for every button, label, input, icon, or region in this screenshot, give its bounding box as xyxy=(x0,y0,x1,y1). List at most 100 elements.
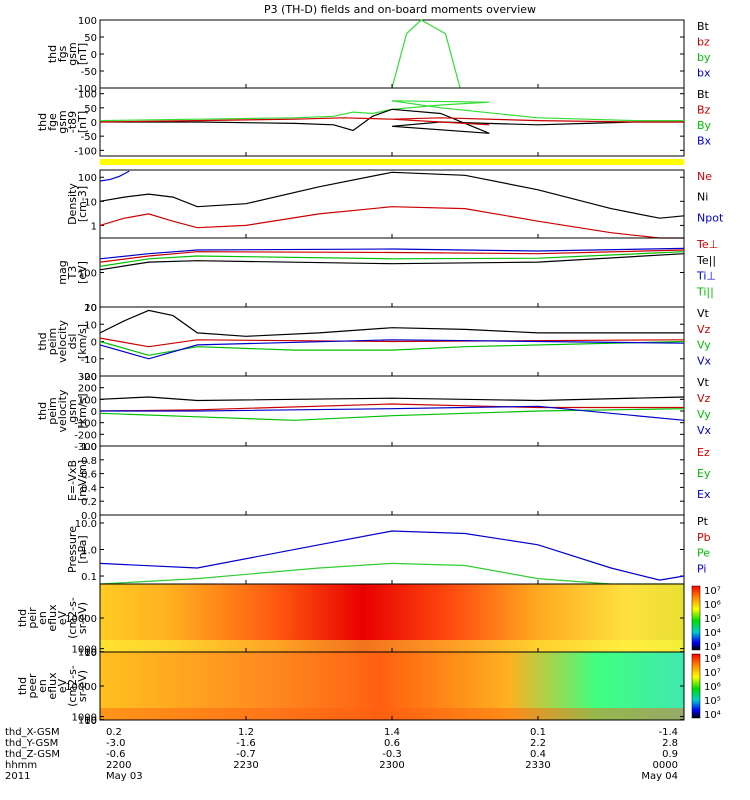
y-tick-label: 1000 xyxy=(72,645,97,656)
y-tick-label: 100 xyxy=(78,90,97,101)
y-tick-label: 0.8 xyxy=(81,456,97,467)
legend-pt: Pt xyxy=(697,515,709,528)
ephemeris-value: 2230 xyxy=(233,760,258,771)
y-axis-label: [km/s] xyxy=(76,324,89,359)
legend-ez: Ez xyxy=(697,446,710,459)
panel-5: 20100-10-20thdpeimvelocitydsl[km/s]VtVzV… xyxy=(36,303,712,383)
y-axis-label: eflux xyxy=(46,604,59,632)
legend-vz: Vz xyxy=(697,392,711,405)
y-tick-label: 100 xyxy=(78,716,97,727)
y-axis-label: gsm xyxy=(66,42,79,65)
ephemeris-value: 0000 xyxy=(653,760,678,771)
spectrogram-1 xyxy=(100,584,684,652)
y-tick-label: 0 xyxy=(91,407,97,418)
date-end: May 04 xyxy=(641,771,678,782)
colorbar-tick: 10⁷ xyxy=(704,668,721,679)
y-tick-label: 50 xyxy=(84,33,97,44)
figure-title: P3 (TH-D) fields and on-board moments ov… xyxy=(264,3,536,16)
y-tick-label: 100 xyxy=(78,269,97,280)
y-tick-label: 1.0 xyxy=(81,442,97,453)
series-bt xyxy=(100,108,684,134)
series-ti xyxy=(99,247,685,260)
colorbar-tick: 10⁶ xyxy=(704,600,721,611)
legend-by: by xyxy=(697,51,711,64)
colorbar-tick: 10⁶ xyxy=(704,682,721,693)
legend-vx: Vx xyxy=(697,424,712,437)
legend-ex: Ex xyxy=(697,488,711,501)
colorbar-tick: 10⁵ xyxy=(704,696,721,707)
ephemeris-value: 0.6 xyxy=(384,738,400,749)
series-ti xyxy=(99,251,685,267)
y-axis-label: thd xyxy=(36,402,49,420)
legend-ey: Ey xyxy=(697,467,711,480)
y-axis-label: en xyxy=(36,679,49,693)
legend-bx: Bx xyxy=(697,135,712,148)
y-axis-label: [eV] xyxy=(76,261,89,284)
y-axis-label: (cm2-s- xyxy=(66,665,79,707)
y-axis-label: gsm xyxy=(56,110,69,133)
ephemeris-value: 2.2 xyxy=(530,738,546,749)
y-tick-label: 0 xyxy=(91,338,97,349)
y-tick-label: -100 xyxy=(74,84,97,95)
legend-bt: Bt xyxy=(697,88,710,101)
y-axis-label: E=-VxB xyxy=(66,460,79,501)
colorbar-tick: 10⁷ xyxy=(704,586,721,597)
legend-npot: Npot xyxy=(697,211,724,224)
ephemeris-row-label: hhmm xyxy=(5,760,37,771)
legend-te: Te|| xyxy=(696,254,716,267)
y-tick-label: 100 xyxy=(78,395,97,406)
ephemeris-value: 2.8 xyxy=(662,738,678,749)
y-tick-label: 100 xyxy=(78,648,97,659)
y-axis-label: thd xyxy=(16,609,29,627)
y-tick-label: 300 xyxy=(78,372,97,383)
panels: 100500-50-100thdfgsgsm[nT]Btbzbybx100500… xyxy=(16,16,724,727)
y-axis-label: velocity xyxy=(56,320,69,363)
y-tick-label: 0 xyxy=(91,118,97,129)
ephemeris-value: 2300 xyxy=(379,760,404,771)
colorbar-tick: 10⁴ xyxy=(704,628,721,639)
panel-7: 1.0 0.8 0.6 0.4 0.2 0.0E=-VxB[mV/m] Ez Ey Ex xyxy=(66,442,711,522)
series-vy xyxy=(99,340,685,356)
y-axis-label: gsm xyxy=(66,399,79,422)
legend-vt: Vt xyxy=(697,376,710,389)
colorbar-gradient xyxy=(691,585,701,651)
y-axis-label: T3 xyxy=(66,266,79,281)
ephemeris-value: 1.4 xyxy=(384,727,400,738)
y-axis-label: eflux xyxy=(46,672,59,700)
y-axis-label: mag xyxy=(56,260,69,284)
legend-ti: Ti⊥ xyxy=(696,270,716,283)
series-by xyxy=(391,19,461,89)
year-label: 2011 xyxy=(5,771,30,782)
y-axis-label: thd xyxy=(36,113,49,131)
x-axis-ephemeris: thd_X-GSM 0.2 1.2 1.4 0.1 -1.4 thd_Y-GSM -3.0 -1… xyxy=(5,727,678,782)
y-axis-label: peim xyxy=(46,397,59,425)
y-tick-label: 0.6 xyxy=(81,470,97,481)
y-axis-label: [nT] xyxy=(76,43,89,65)
panel-10: 10⁸10⁷10⁶10⁵10⁴10000100010010thdpeerenef… xyxy=(16,651,721,727)
legend-bz: Bz xyxy=(697,104,711,117)
y-tick-label: 0.0 xyxy=(81,511,97,522)
colorbar-tick: 10⁵ xyxy=(704,614,721,625)
y-tick-label: 10 xyxy=(84,197,97,208)
legend-vx: Vx xyxy=(697,354,712,367)
y-axis-label: Pressure xyxy=(66,526,79,573)
ephemeris-value: -3.0 xyxy=(106,738,126,749)
y-tick-label: 0.4 xyxy=(81,483,97,494)
panel-frame xyxy=(99,19,685,89)
series-te xyxy=(99,249,685,263)
ephemeris-value: -1.6 xyxy=(236,738,256,749)
ephemeris-row-label: thd_Y-GSM xyxy=(5,738,58,749)
ephemeris-row-label: thd_Z-GSM xyxy=(5,749,60,760)
y-tick-label: 0 xyxy=(91,50,97,61)
legend-pb: Pb xyxy=(697,531,711,544)
y-tick-label: 0.2 xyxy=(81,497,97,508)
y-tick-label: 10 xyxy=(84,648,97,659)
y-axis-label: Density xyxy=(66,183,79,225)
spectrogram-2 xyxy=(100,652,684,720)
series-pi xyxy=(99,530,685,581)
legend-vy: Vy xyxy=(697,408,711,421)
series-pe xyxy=(99,562,684,585)
